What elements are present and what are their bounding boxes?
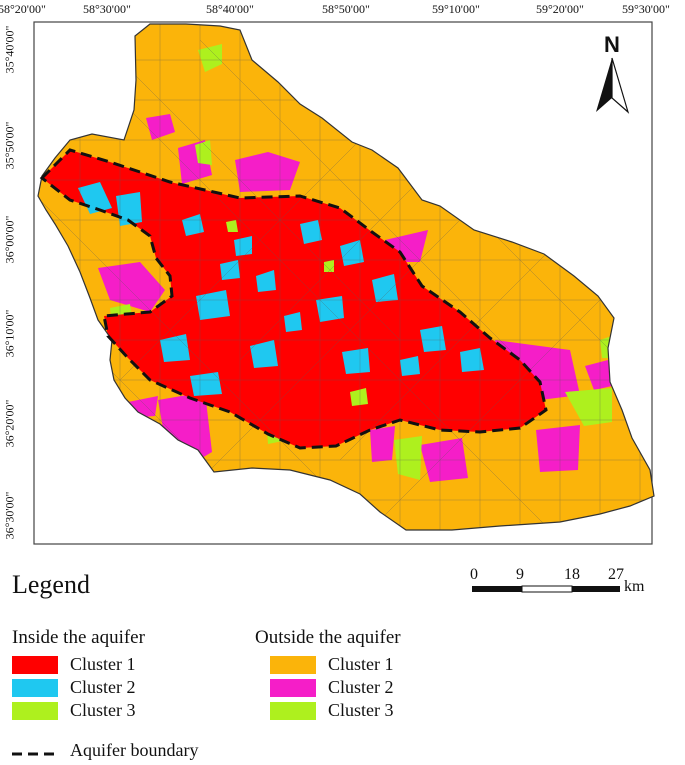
- north-arrow-icon: [596, 57, 630, 114]
- map-frame-border: [33, 21, 653, 545]
- inside-cluster-2-patch: [182, 214, 204, 236]
- map-canvas: N: [33, 21, 655, 545]
- legend-outside-item: Cluster 3: [270, 700, 490, 722]
- longitude-tick: 59°30'00": [622, 2, 670, 16]
- legend-swatch: [270, 702, 316, 720]
- legend-inside-item: Cluster 1: [12, 654, 232, 676]
- outside-cluster-3-patch: [198, 44, 222, 72]
- legend-swatch: [12, 656, 58, 674]
- inside-cluster-2-patch: [234, 236, 252, 256]
- legend-title: Legend: [12, 570, 90, 599]
- inside-cluster-2-patch: [250, 340, 278, 368]
- inside-cluster-1-area: [42, 150, 546, 448]
- legend-label: Cluster 3: [328, 700, 394, 720]
- legend-swatch: [12, 679, 58, 697]
- map-panel: 58°20'00" 58°30'00" 58°40'00" 58°50'00" …: [0, 2, 670, 545]
- scale-bar: 0 9 18 27 km: [470, 566, 670, 606]
- longitude-tick: 58°50'00": [322, 2, 370, 16]
- longitude-tick: 58°20'00": [0, 2, 46, 16]
- legend-swatch: [270, 656, 316, 674]
- inside-cluster-2-patch: [420, 326, 446, 352]
- inside-cluster-2-patch: [316, 296, 344, 322]
- inside-cluster-2-patch: [256, 270, 276, 292]
- longitude-tick: 58°30'00": [83, 2, 131, 16]
- longitude-tick: 59°10'00": [432, 2, 480, 16]
- outside-cluster-2-patch: [536, 425, 580, 472]
- legend-outside-item: Cluster 2: [270, 677, 490, 699]
- north-label: N: [604, 32, 620, 57]
- scale-tick-label: 18: [564, 566, 580, 583]
- inside-cluster-3-patch: [324, 260, 334, 272]
- outside-cluster-3-patch: [394, 436, 422, 480]
- scale-unit: km: [624, 578, 645, 595]
- inside-cluster-2-patch: [400, 356, 420, 376]
- legend-inside-heading: Inside the aquifer: [12, 627, 145, 648]
- scale-tick-label: 27: [608, 566, 624, 583]
- inside-cluster-2-patch: [284, 312, 302, 332]
- legend-inside-item: Cluster 2: [12, 677, 232, 699]
- scale-segment: [572, 586, 620, 592]
- inside-cluster-2-patch: [116, 192, 142, 226]
- aquifer-boundary: [39, 148, 548, 450]
- inside-cluster-3-patch: [226, 220, 238, 232]
- inside-cluster-2-patch: [372, 274, 398, 302]
- inside-cluster-2-patch: [160, 334, 190, 362]
- outside-cluster-2-patch: [585, 360, 612, 390]
- inside-cluster-3-patch: [350, 388, 368, 406]
- scale-tick-label: 0: [470, 566, 478, 583]
- legend-label: Cluster 2: [70, 677, 136, 697]
- outside-cluster-3-patch: [195, 140, 212, 165]
- inside-cluster-2-patch: [342, 348, 370, 374]
- legend-swatch: [270, 679, 316, 697]
- legend-outside-item: Cluster 1: [270, 654, 490, 676]
- scale-segment: [472, 586, 522, 592]
- scale-segment: [521, 585, 573, 593]
- scale-tick-label: 9: [516, 566, 524, 583]
- legend-boundary-label: Aquifer boundary: [70, 740, 199, 760]
- legend-label: Cluster 1: [328, 654, 394, 674]
- legend-swatch: [12, 702, 58, 720]
- legend-outside-heading: Outside the aquifer: [255, 627, 401, 648]
- legend-label: Cluster 2: [328, 677, 394, 697]
- dashed-line-icon: [12, 752, 60, 756]
- legend-boundary-item: Aquifer boundary: [12, 740, 312, 764]
- longitude-tick: 58°40'00": [206, 2, 254, 16]
- inside-cluster-2-patch: [196, 290, 230, 320]
- legend-inside-item: Cluster 3: [12, 700, 232, 722]
- inside-cluster-2-patch: [340, 240, 364, 266]
- inside-cluster-2-patch: [460, 348, 484, 372]
- legend-label: Cluster 3: [70, 700, 136, 720]
- outside-cluster-2-patch: [370, 426, 395, 462]
- legend-label: Cluster 1: [70, 654, 136, 674]
- inside-cluster-2-patch: [300, 220, 322, 244]
- outside-cluster-2-patch: [235, 152, 300, 192]
- longitude-tick: 59°20'00": [536, 2, 584, 16]
- inside-cluster-2-patch: [190, 372, 222, 396]
